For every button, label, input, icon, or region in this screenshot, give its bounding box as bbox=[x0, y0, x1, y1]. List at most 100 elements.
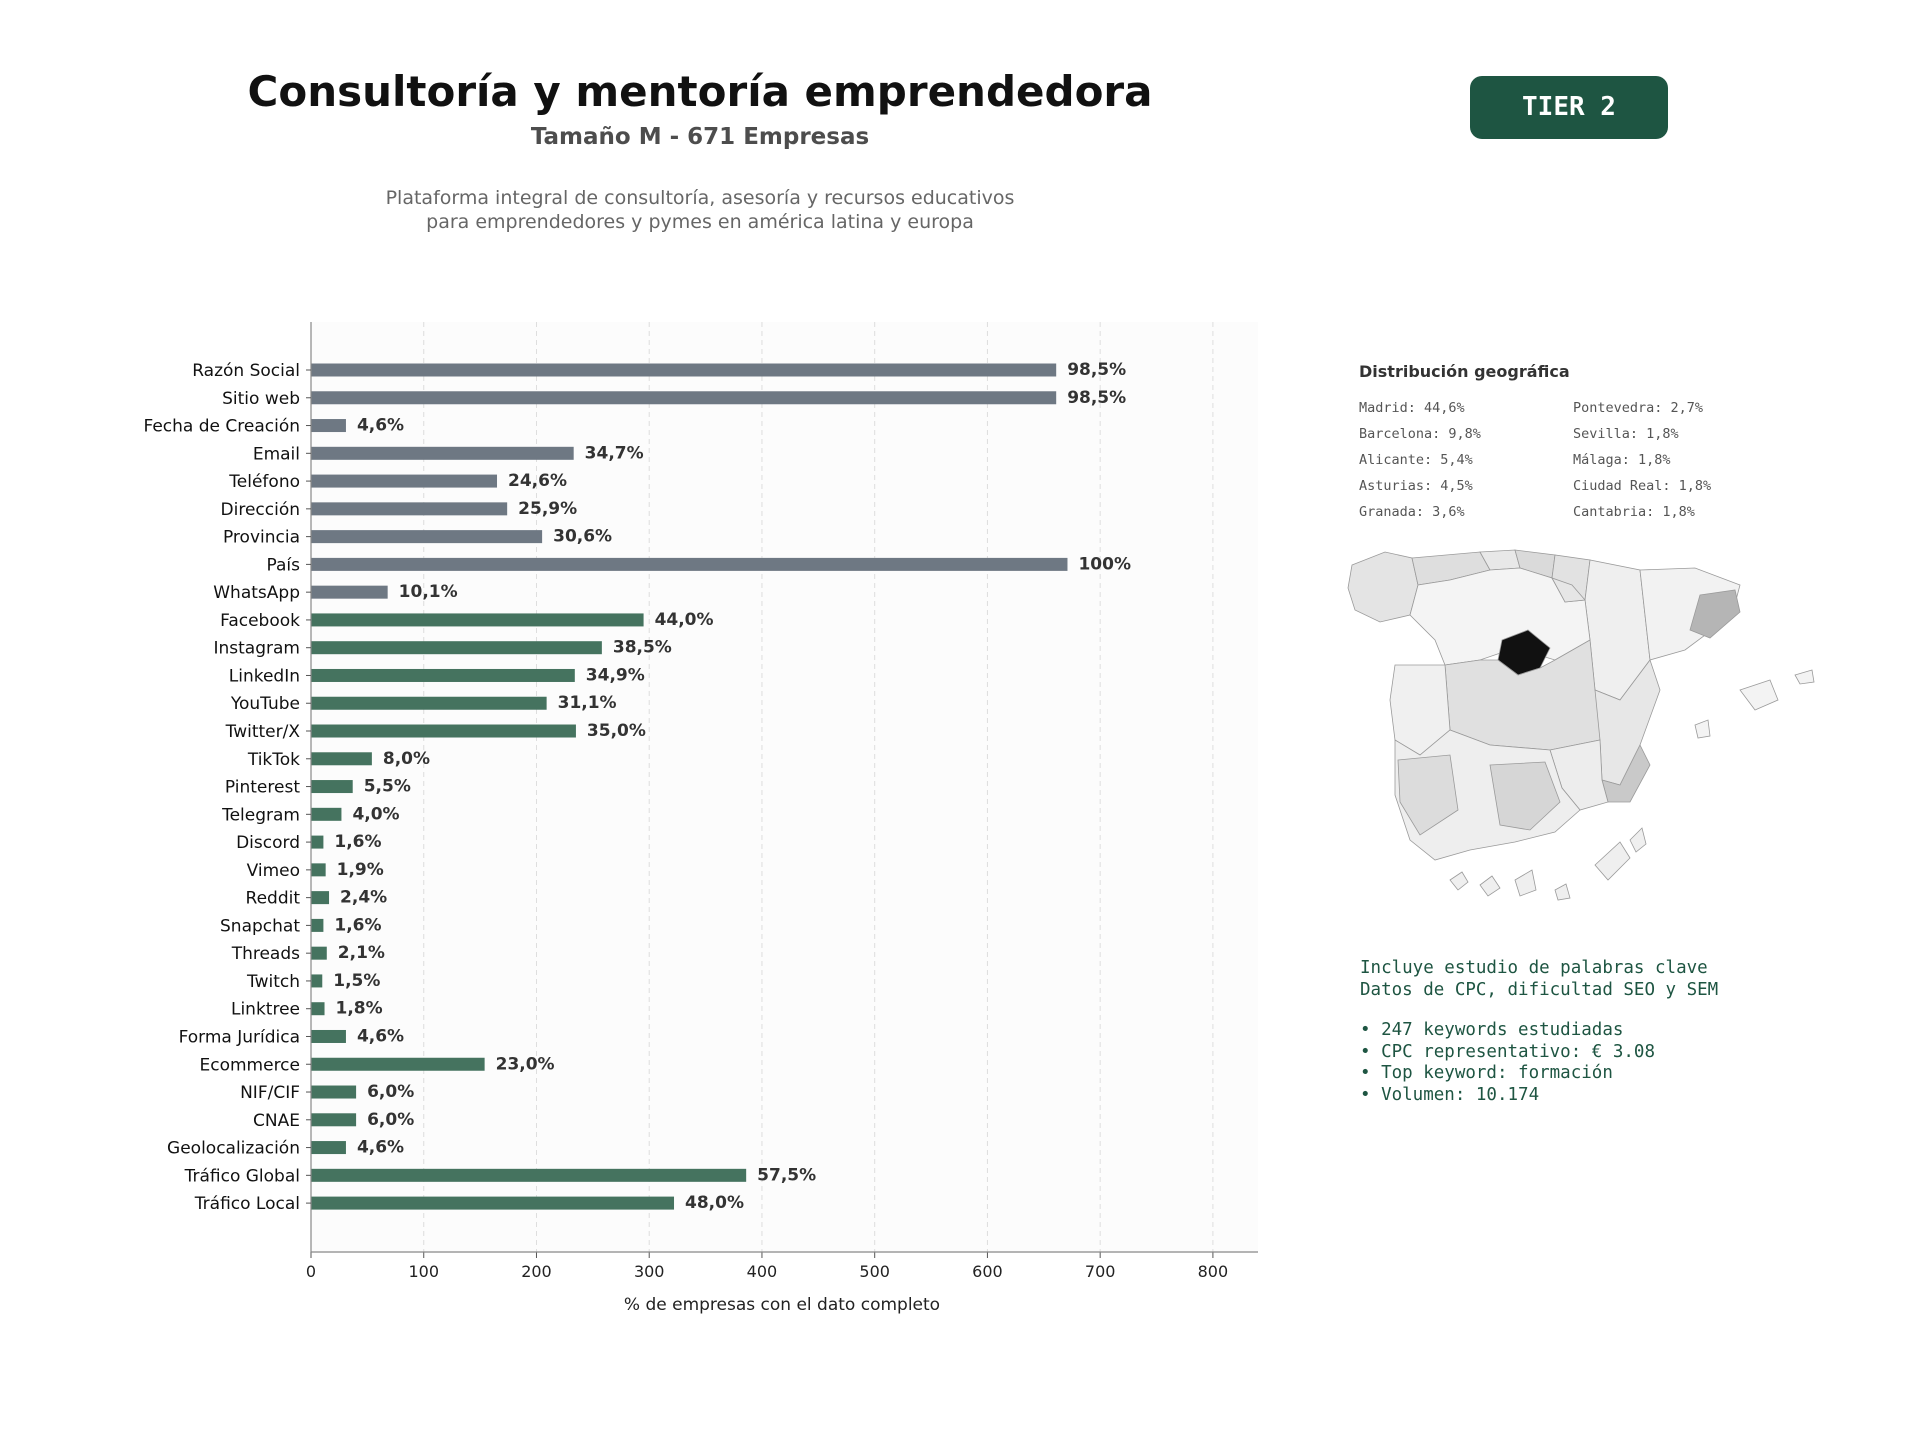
value-label: 98,5% bbox=[1067, 388, 1126, 408]
bar bbox=[311, 1196, 675, 1210]
value-label: 1,8% bbox=[336, 999, 383, 1019]
bar bbox=[311, 891, 330, 905]
bar bbox=[311, 1029, 346, 1043]
value-label: 25,9% bbox=[518, 499, 577, 519]
bars-layer: 98,5% 98,5% 4,6% 34,7% 24,6% 25,9% 30,6% 100% 10… bbox=[311, 360, 1131, 1213]
bar bbox=[311, 946, 327, 960]
value-label: 44,0% bbox=[655, 610, 714, 630]
geo-item: Barcelona: 9,8% bbox=[1359, 426, 1481, 442]
bar bbox=[311, 613, 644, 627]
value-label: 8,0% bbox=[383, 749, 430, 769]
bar bbox=[311, 1002, 325, 1016]
x-tick-label: 0 bbox=[306, 1262, 316, 1281]
value-label: 1,6% bbox=[334, 832, 381, 852]
page-title: Consultoría y mentoría emprendedora bbox=[247, 67, 1153, 116]
bar bbox=[311, 530, 543, 544]
value-label: 38,5% bbox=[613, 638, 672, 658]
bar bbox=[311, 835, 324, 849]
geo-item: Sevilla: 1,8% bbox=[1573, 426, 1679, 442]
value-label: 1,9% bbox=[337, 860, 384, 880]
category-label: Dirección bbox=[221, 500, 300, 520]
value-label: 2,1% bbox=[338, 943, 385, 963]
x-tick-label: 400 bbox=[747, 1262, 778, 1281]
geo-item: Pontevedra: 2,7% bbox=[1573, 400, 1704, 416]
bar bbox=[311, 918, 324, 932]
keywords-bullet: • Top keyword: formación bbox=[1360, 1063, 1613, 1083]
geo-item: Cantabria: 1,8% bbox=[1573, 504, 1695, 520]
x-tick-label: 200 bbox=[521, 1262, 552, 1281]
category-label: País bbox=[267, 555, 301, 575]
bar bbox=[311, 585, 388, 599]
value-label: 10,1% bbox=[399, 582, 458, 602]
bar bbox=[311, 474, 498, 488]
x-tick-label: 600 bbox=[972, 1262, 1003, 1281]
value-label: 6,0% bbox=[367, 1110, 414, 1130]
geo-list: Madrid: 44,6% Pontevedra: 2,7% Barcelona… bbox=[1359, 399, 1779, 522]
x-tick-label: 100 bbox=[408, 1262, 439, 1281]
value-label: 48,0% bbox=[685, 1193, 744, 1213]
bar bbox=[311, 641, 602, 655]
geo-item: Madrid: 44,6% bbox=[1359, 400, 1465, 416]
bar bbox=[311, 668, 575, 682]
description-line-1: Plataforma integral de consultoría, ases… bbox=[385, 187, 1015, 209]
bar bbox=[311, 391, 1057, 405]
x-tick-label: 700 bbox=[1085, 1262, 1116, 1281]
bar bbox=[311, 419, 346, 433]
map-region-canarias-1 bbox=[1449, 871, 1469, 891]
category-label: Razón Social bbox=[192, 361, 300, 381]
category-label: Sitio web bbox=[222, 389, 300, 409]
category-label: Instagram bbox=[214, 639, 301, 659]
x-tick-label: 500 bbox=[859, 1262, 890, 1281]
bar bbox=[311, 696, 547, 710]
category-label: Pinterest bbox=[225, 778, 300, 798]
map-region-sevilla bbox=[1397, 754, 1459, 836]
map-region-galicia bbox=[1347, 551, 1419, 623]
category-label: Ecommerce bbox=[200, 1055, 301, 1075]
category-label: Email bbox=[253, 444, 300, 464]
keywords-intro-line: Datos de CPC, dificultad SEO y SEM bbox=[1360, 979, 1719, 1000]
category-label: Fecha de Creación bbox=[143, 417, 300, 437]
category-label: Discord bbox=[236, 833, 300, 853]
value-label: 31,1% bbox=[558, 693, 617, 713]
geo-item: Granada: 3,6% bbox=[1359, 504, 1465, 520]
category-label: Geolocalización bbox=[167, 1139, 300, 1159]
keywords-bullet: • 247 keywords estudiadas bbox=[1360, 1020, 1624, 1040]
category-label: YouTube bbox=[230, 694, 300, 714]
map-region-canarias-5 bbox=[1594, 841, 1631, 881]
category-label: Vimeo bbox=[247, 861, 300, 881]
map-region-baleares-ibiza bbox=[1694, 719, 1711, 739]
category-label: LinkedIn bbox=[229, 666, 300, 686]
map-region-canarias-3 bbox=[1514, 869, 1537, 897]
category-label: Provincia bbox=[223, 528, 300, 548]
category-label: WhatsApp bbox=[213, 583, 300, 603]
geo-item: Ciudad Real: 1,8% bbox=[1573, 478, 1712, 494]
plot-background bbox=[311, 322, 1258, 1252]
category-label: Twitter/X bbox=[225, 722, 301, 742]
category-label: Twitch bbox=[246, 972, 300, 992]
bar bbox=[311, 1057, 485, 1071]
value-label: 1,5% bbox=[333, 971, 380, 991]
page-description: Plataforma integral de consultoría, ases… bbox=[200, 186, 1200, 234]
bar bbox=[311, 446, 574, 460]
geo-item: Alicante: 5,4% bbox=[1359, 452, 1473, 468]
category-label: Telegram bbox=[221, 805, 300, 825]
bar bbox=[311, 1113, 357, 1127]
spain-map bbox=[1347, 549, 1815, 901]
value-label: 4,6% bbox=[357, 1026, 404, 1046]
category-label: TikTok bbox=[247, 750, 300, 770]
value-label: 24,6% bbox=[508, 471, 567, 491]
bar bbox=[311, 1085, 357, 1099]
map-region-barcelona bbox=[1689, 589, 1741, 639]
bar bbox=[311, 363, 1057, 377]
description-line-2: para emprendedores y pymes en américa la… bbox=[426, 211, 974, 233]
keywords-bullet: • CPC representativo: € 3.08 bbox=[1360, 1041, 1656, 1062]
keywords-intro-line: Incluye estudio de palabras clave bbox=[1360, 958, 1708, 978]
bar bbox=[311, 780, 353, 794]
value-label: 5,5% bbox=[364, 777, 411, 797]
value-label: 6,0% bbox=[367, 1082, 414, 1102]
bar bbox=[311, 724, 576, 738]
value-label: 100% bbox=[1078, 554, 1131, 574]
map-region-canarias-6 bbox=[1629, 827, 1647, 853]
geo-item: Asturias: 4,5% bbox=[1359, 478, 1473, 494]
bar bbox=[311, 1168, 747, 1182]
